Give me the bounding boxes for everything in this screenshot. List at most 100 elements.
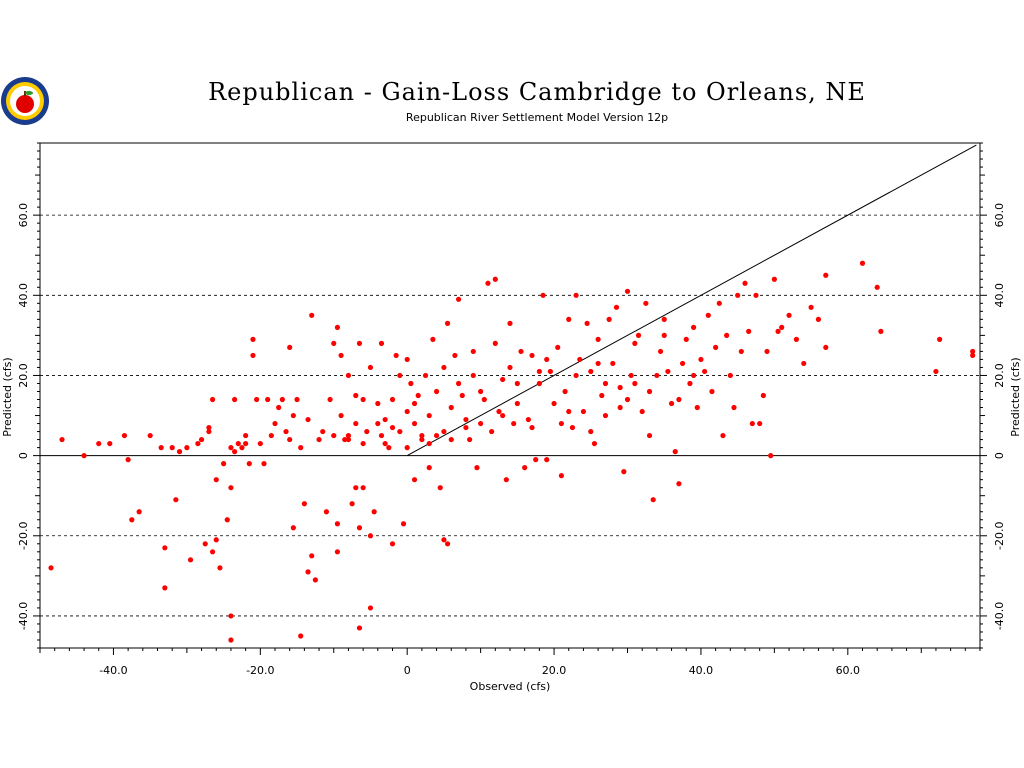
data-point xyxy=(749,420,755,427)
data-point xyxy=(261,461,267,467)
data-point xyxy=(265,396,271,403)
data-point xyxy=(360,396,366,403)
data-point xyxy=(613,304,620,310)
data-point xyxy=(353,485,359,491)
data-point xyxy=(621,469,627,475)
data-point xyxy=(437,485,443,491)
data-point xyxy=(287,436,293,443)
data-point xyxy=(426,440,432,447)
data-point xyxy=(320,428,326,435)
data-point xyxy=(334,521,341,527)
data-point xyxy=(246,461,252,467)
data-point xyxy=(529,424,535,431)
data-point xyxy=(169,445,175,451)
data-point xyxy=(371,509,377,515)
data-point xyxy=(444,320,451,326)
data-point xyxy=(268,432,274,439)
data-point xyxy=(415,392,421,399)
data-point xyxy=(577,356,583,363)
data-point xyxy=(595,360,601,367)
data-point xyxy=(573,292,579,298)
data-point xyxy=(566,408,572,415)
data-point xyxy=(632,380,638,387)
data-point xyxy=(764,348,770,355)
data-point xyxy=(224,517,230,523)
data-point xyxy=(757,420,763,427)
data-point xyxy=(206,424,212,431)
data-point xyxy=(463,416,469,423)
data-point xyxy=(309,312,315,318)
data-point xyxy=(356,625,363,631)
data-point xyxy=(492,340,498,346)
data-point xyxy=(496,408,502,415)
data-point xyxy=(815,316,822,322)
x-tick-label: 0 xyxy=(404,664,411,677)
data-point xyxy=(217,565,223,571)
data-point xyxy=(228,445,234,451)
data-point xyxy=(419,432,425,439)
x-tick-label: 60.0 xyxy=(836,664,861,677)
data-point xyxy=(331,432,337,439)
data-point xyxy=(529,352,535,359)
data-point xyxy=(588,428,594,435)
data-point xyxy=(209,549,216,555)
data-point xyxy=(650,497,656,503)
data-point xyxy=(547,368,553,375)
y-axis-label-right: Predicted (cfs) xyxy=(1009,357,1022,436)
data-point xyxy=(602,412,609,419)
data-point xyxy=(283,428,289,435)
data-point xyxy=(507,320,513,326)
data-point xyxy=(305,569,311,575)
data-point xyxy=(389,424,396,431)
data-point xyxy=(724,332,730,338)
data-point xyxy=(243,440,249,447)
data-point xyxy=(478,420,484,427)
data-point xyxy=(628,372,634,379)
data-point xyxy=(290,525,296,531)
data-point xyxy=(735,292,741,298)
plot-frame xyxy=(39,142,981,649)
x-axis-label: Observed (cfs) xyxy=(470,680,551,693)
logo-icon xyxy=(1,77,49,125)
data-point xyxy=(713,344,719,351)
data-point xyxy=(323,509,330,515)
data-point xyxy=(588,368,594,375)
data-point xyxy=(500,376,506,383)
data-point xyxy=(176,449,183,455)
data-point xyxy=(59,436,65,443)
data-point xyxy=(411,477,418,483)
data-point xyxy=(591,440,598,447)
data-point xyxy=(742,280,748,286)
data-point xyxy=(378,340,385,346)
data-point xyxy=(364,428,370,435)
data-point xyxy=(411,420,418,427)
data-point xyxy=(184,445,190,451)
data-point xyxy=(455,296,462,302)
data-point xyxy=(823,272,829,278)
data-point xyxy=(345,372,352,379)
data-point xyxy=(96,440,102,447)
data-point xyxy=(250,352,256,359)
data-point xyxy=(356,340,363,346)
data-point xyxy=(878,328,884,334)
data-point xyxy=(338,412,344,419)
data-point xyxy=(334,549,341,555)
data-point xyxy=(474,465,480,471)
data-point xyxy=(657,348,664,355)
data-point xyxy=(239,445,245,451)
data-point xyxy=(408,380,414,387)
data-point xyxy=(202,541,208,547)
data-point xyxy=(272,420,278,427)
data-point xyxy=(345,432,352,439)
data-point xyxy=(276,404,282,411)
plot-area: -40.0 -20.0 0 20.0 40.0 60.0 -40.0 -40.0 -20.0 -2… xyxy=(17,142,1006,677)
data-point xyxy=(334,324,341,330)
data-point xyxy=(397,428,403,435)
data-point xyxy=(382,440,388,447)
data-point xyxy=(690,324,697,330)
data-point xyxy=(400,521,407,527)
data-point xyxy=(536,380,542,387)
data-point xyxy=(514,400,520,407)
data-point xyxy=(720,432,726,439)
data-point xyxy=(213,537,219,543)
